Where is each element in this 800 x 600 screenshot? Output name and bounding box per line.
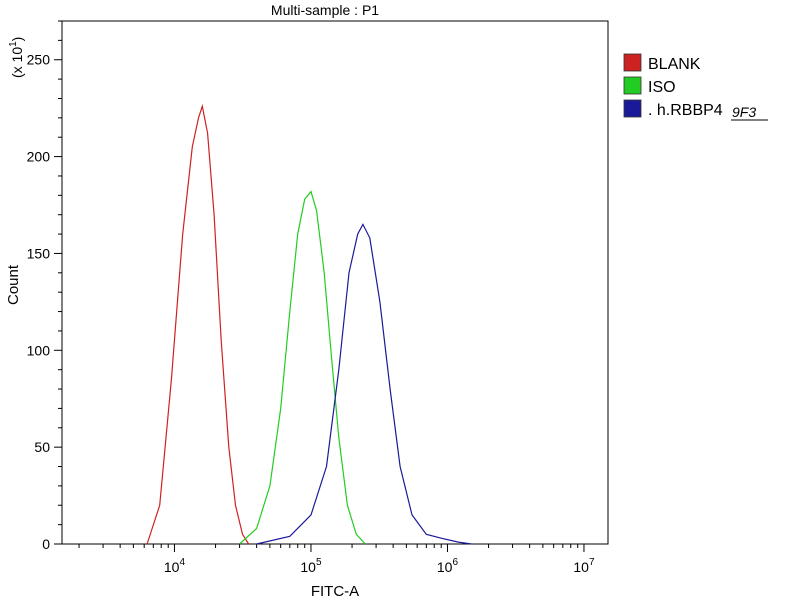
x-tick-label-base: 10 (300, 559, 316, 575)
y-tick-label: 50 (34, 439, 50, 455)
x-tick-label-exponent: 5 (316, 557, 322, 568)
series-line (256, 223, 472, 545)
x-tick-label-exponent: 7 (589, 557, 595, 568)
x-tick-label: 107 (573, 557, 595, 575)
y-tick-label: 0 (42, 536, 50, 552)
series-line (146, 103, 250, 545)
x-tick-label: 105 (300, 557, 322, 575)
x-tick-label-exponent: 4 (179, 557, 185, 568)
legend-label: . h.RBBP4 (648, 102, 723, 119)
legend-swatch (623, 76, 642, 95)
x-tick-label: 106 (437, 557, 459, 575)
series-line (239, 190, 366, 545)
y-axis-ticks: 0 50 100 150 200 250 (27, 20, 62, 552)
legend-swatch (623, 53, 642, 72)
series-layer (146, 103, 472, 545)
y-axis-multiplier-exponent: 1 (8, 41, 19, 47)
x-tick-label-base: 10 (573, 559, 589, 575)
legend-label: ISO (648, 79, 676, 96)
x-tick-label-base: 10 (437, 559, 453, 575)
y-axis-multiplier: (x 101) (8, 37, 25, 78)
legend-annotation: 9F3 (732, 104, 756, 120)
legend-label: BLANK (648, 56, 701, 73)
legend-swatch (623, 99, 642, 118)
y-tick-label: 200 (27, 149, 51, 165)
y-axis-multiplier-prefix: (x 10 (9, 47, 25, 78)
legend: BLANK ISO . h.RBBP4 (623, 53, 723, 119)
x-axis-ticks: 104 105 106 107 (78, 544, 595, 575)
y-tick-label: 100 (27, 342, 51, 358)
x-tick-label-exponent: 6 (452, 557, 458, 568)
y-tick-label: 150 (27, 245, 51, 261)
y-axis-multiplier-close: ) (9, 37, 25, 42)
y-tick-label: 250 (27, 52, 51, 68)
x-tick-label-base: 10 (164, 559, 180, 575)
chart-title: Multi-sample : P1 (271, 2, 379, 18)
x-tick-label: 104 (164, 557, 186, 575)
x-axis-label: FITC-A (311, 583, 359, 600)
y-axis-label: Count (5, 264, 22, 305)
plot-area-frame (61, 20, 609, 545)
